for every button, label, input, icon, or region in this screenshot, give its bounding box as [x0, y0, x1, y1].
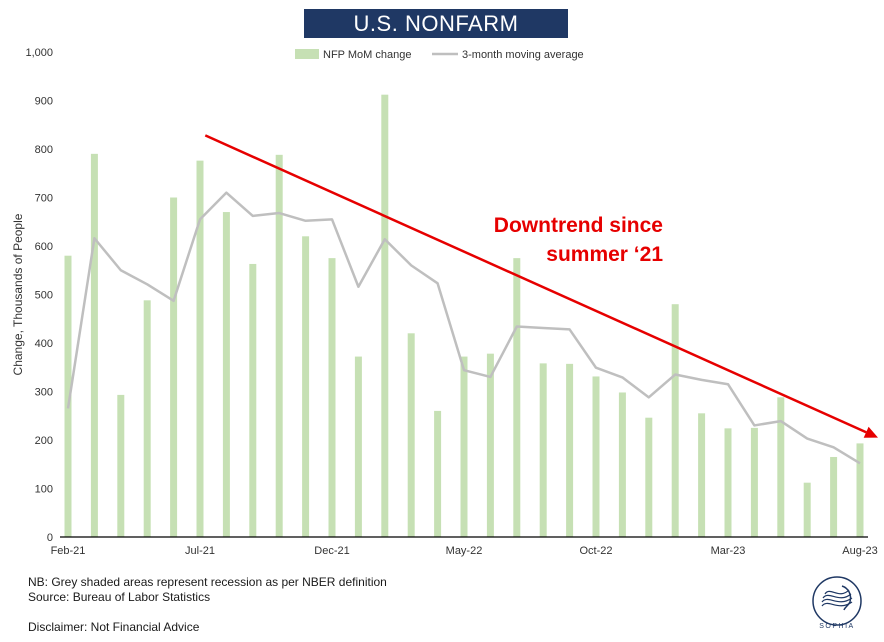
x-tick-label: Mar-23 — [711, 545, 746, 557]
nfp-bar — [645, 417, 653, 537]
trend-arrow-line — [204, 134, 867, 434]
y-tick-label: 0 — [47, 532, 53, 544]
y-tick-label: 900 — [35, 96, 53, 108]
x-tick-label: Oct-22 — [579, 545, 612, 557]
y-tick-label: 1,000 — [25, 47, 53, 59]
nfp-bar — [486, 353, 494, 537]
nfp-bar — [566, 363, 574, 537]
nfp-bar — [117, 394, 125, 537]
nfp-bar — [170, 197, 178, 537]
nfp-bar — [407, 333, 415, 537]
y-tick-label: 700 — [35, 193, 53, 205]
chart-title: U.S. NONFARM PAYROLL — [304, 9, 568, 65]
nfp-bar — [275, 154, 283, 537]
trend-arrow-head — [863, 426, 878, 438]
y-tick-label: 100 — [35, 484, 53, 496]
nfp-bar — [90, 153, 98, 537]
x-tick-label: Jul-21 — [185, 545, 215, 557]
source-note: Source: Bureau of Labor Statistics — [28, 590, 211, 604]
x-tick-label: Feb-21 — [51, 545, 86, 557]
y-tick-label: 300 — [35, 387, 53, 399]
nfp-bar — [618, 392, 626, 537]
x-tick-label: Dec-21 — [314, 545, 349, 557]
legend-bar-label: NFP MoM change — [323, 49, 411, 61]
y-tick-label: 800 — [35, 144, 53, 156]
nfp-bar — [64, 255, 72, 537]
disclaimer-note: Disclaimer: Not Financial Advice — [28, 620, 200, 634]
y-axis-label: Change, Thousands of People — [11, 213, 25, 375]
nfp-bar — [592, 376, 600, 537]
nfp-bar — [750, 427, 758, 537]
x-tick-label: May-22 — [446, 545, 483, 557]
svg-text:SOPHIA: SOPHIA — [819, 623, 854, 630]
nfp-bar — [698, 413, 706, 537]
nfp-bar — [328, 258, 336, 537]
nfp-bar — [143, 300, 151, 537]
nfp-bar — [513, 258, 521, 537]
nfp-bar — [803, 482, 811, 537]
nfp-bar — [830, 456, 838, 537]
y-tick-label: 500 — [35, 290, 53, 302]
nfp-bar — [539, 363, 547, 537]
y-tick-label: 600 — [35, 241, 53, 253]
nfp-bar — [671, 304, 679, 537]
recession-note: NB: Grey shaded areas represent recessio… — [28, 575, 387, 589]
nfp-bar — [777, 397, 785, 537]
nfp-bar — [434, 410, 442, 537]
y-tick-label: 200 — [35, 435, 53, 447]
nfp-bar — [724, 428, 732, 537]
nfp-bar — [196, 160, 204, 537]
nfp-bar — [856, 443, 864, 537]
nfp-bar — [354, 356, 362, 537]
nfp-bar — [381, 94, 389, 538]
nfp-bar — [222, 212, 230, 538]
nfp-bar — [249, 263, 257, 537]
nfp-bar — [302, 236, 310, 538]
sophia-logo: SOPHIA — [812, 576, 862, 630]
x-tick-label: Aug-23 — [842, 545, 877, 557]
annotation-line-1: Downtrend since — [494, 214, 663, 237]
y-tick-label: 400 — [35, 338, 53, 350]
legend-line-label: 3-month moving average — [462, 49, 584, 61]
annotation-line-2: summer ‘21 — [546, 243, 663, 266]
nfp-bar — [460, 356, 468, 537]
legend-bar-swatch — [295, 49, 319, 59]
moving-average-line — [66, 191, 861, 465]
